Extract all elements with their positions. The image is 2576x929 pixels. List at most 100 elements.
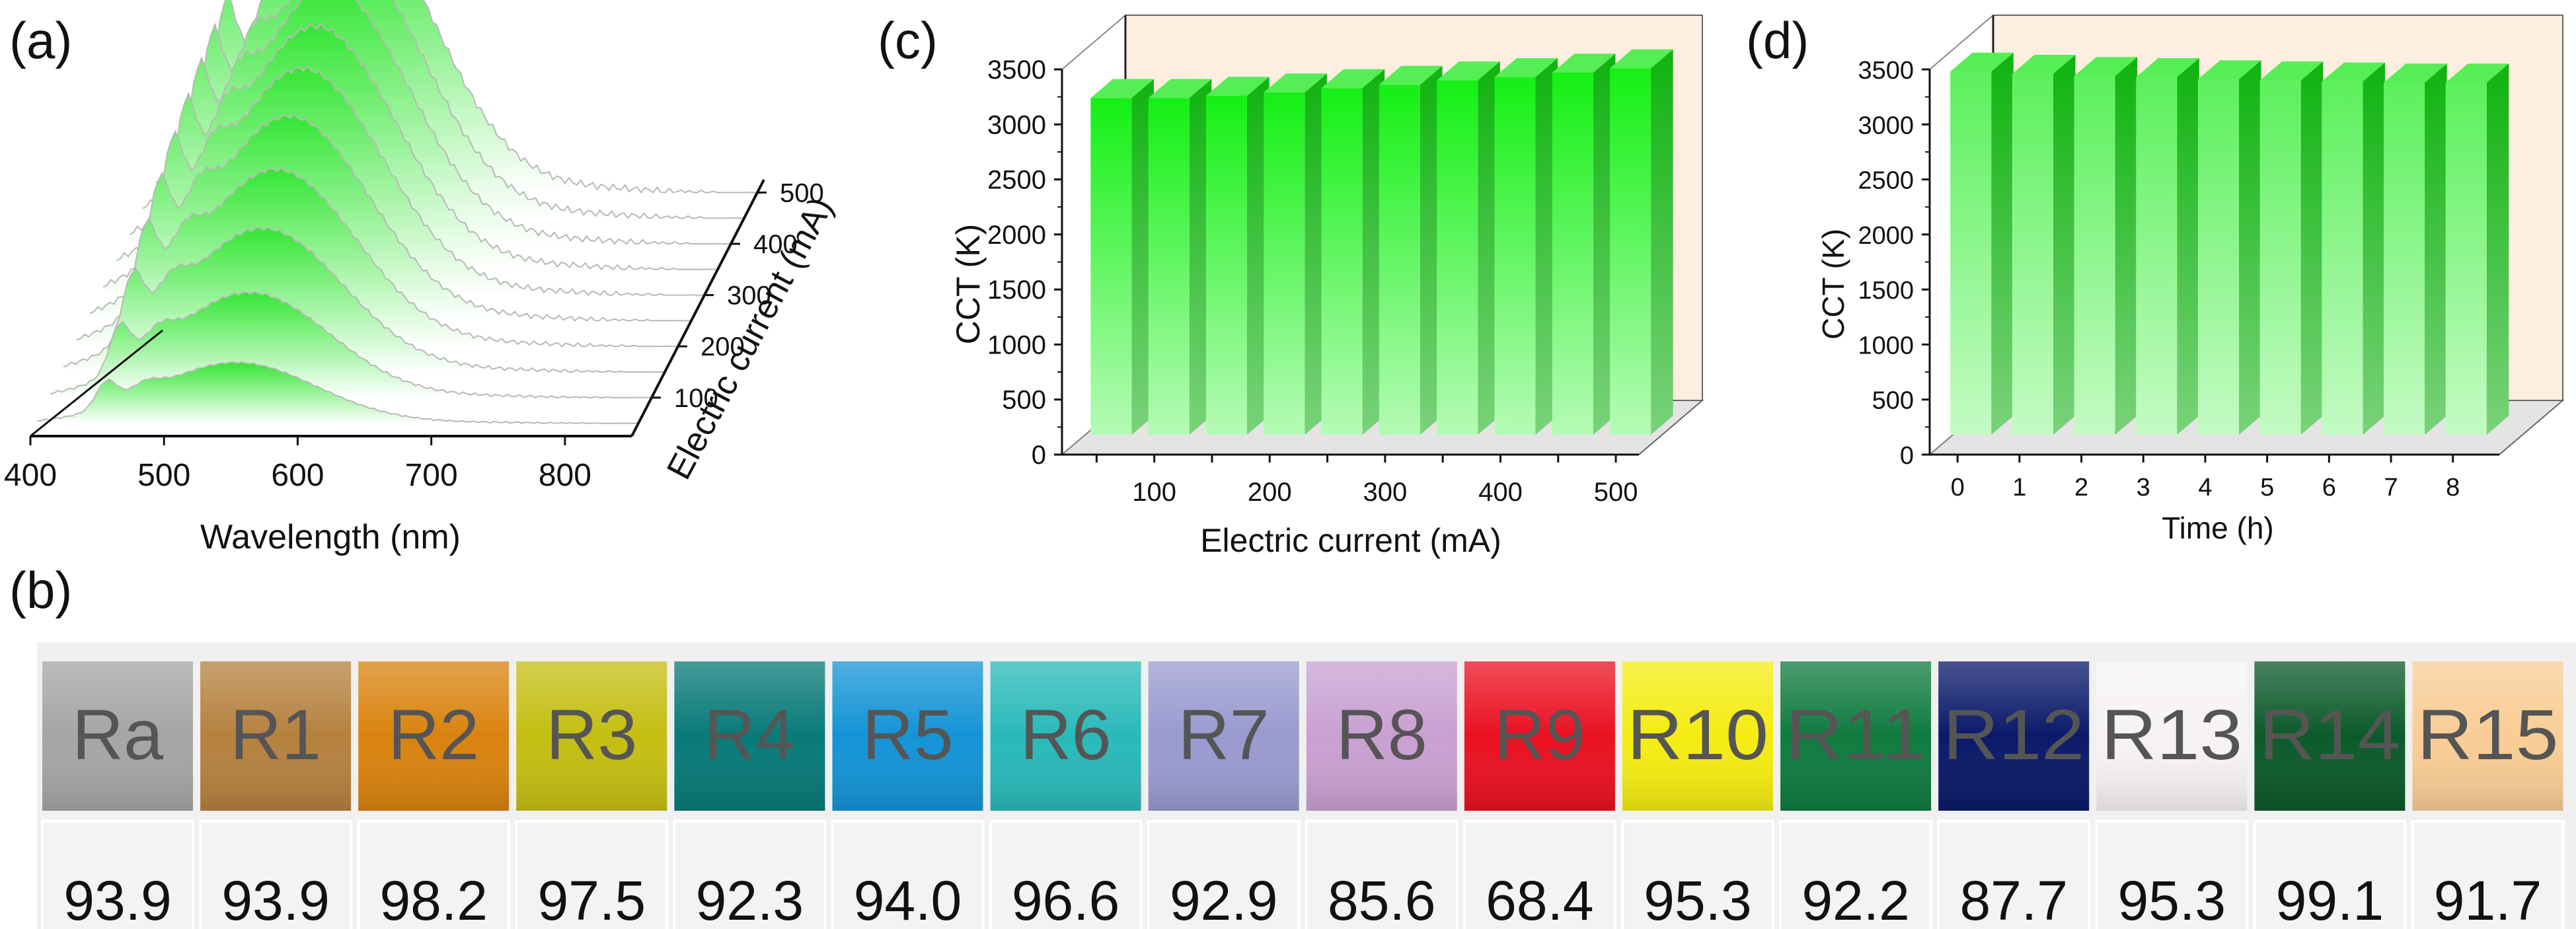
panel-d-y-axis-title: CCT (K) — [1816, 229, 1850, 340]
cri-label: R1 — [230, 694, 321, 774]
spectrum-line — [76, 167, 678, 348]
cri-value-box — [1305, 820, 1458, 929]
cri-swatch-gloss — [200, 661, 352, 811]
cri-value-box — [1779, 820, 1933, 929]
wavelength-tick-label: 500 — [137, 458, 190, 493]
cri-cell: R3 97.5 — [515, 661, 669, 929]
panel-c-bars — [1090, 49, 1673, 435]
cri-value-box — [1937, 820, 2091, 929]
cri-swatch-gloss — [2412, 661, 2563, 811]
cri-swatch-gloss — [358, 661, 510, 811]
cri-cell: Ra 93.9 — [41, 661, 194, 929]
x-tick-label: 7 — [2384, 474, 2398, 502]
current-tick-labels: 100 200 300 400 500 — [652, 178, 824, 413]
bar-front — [2259, 80, 2301, 435]
cri-value-box — [357, 820, 511, 929]
x-tick-label: 100 — [1132, 478, 1176, 507]
cri-value: 95.3 — [2118, 870, 2226, 929]
cri-label: R11 — [1785, 694, 1926, 774]
y-tick-label: 1500 — [1858, 277, 1914, 305]
panel-d-x-axis-title: Time (h) — [2162, 511, 2274, 545]
bar-front — [2197, 79, 2239, 435]
cri-swatch-gloss — [516, 661, 667, 811]
current-axis — [630, 179, 765, 437]
cri-value-box — [1462, 820, 1616, 929]
spectrum-line — [102, 65, 704, 297]
panel-d-ticks: 0 500 1000 1500 2000 2500 3000 3500 0 1 2 3 4 5 6 7 8 — [1858, 57, 2460, 502]
cri-value-box — [989, 820, 1143, 929]
bar-front — [1264, 92, 1305, 435]
base-edge-left — [30, 329, 163, 437]
cri-value-box — [41, 820, 194, 929]
cri-value: 98.2 — [379, 870, 488, 929]
cri-cell: R10 95.3 — [1621, 661, 1774, 929]
bar-side — [1593, 54, 1616, 435]
y-tick-label: 0 — [1032, 441, 1046, 470]
cri-value: 93.9 — [221, 870, 330, 929]
bar-front — [1321, 88, 1363, 435]
wavelength-tick-label: 400 — [4, 458, 57, 493]
bar-front — [1437, 80, 1478, 435]
spectrum-series — [36, 361, 638, 424]
bar-front — [2322, 81, 2363, 435]
x-tick-label: 5 — [2260, 474, 2274, 502]
cri-value-box — [673, 820, 827, 929]
cri-cell: R2 98.2 — [357, 661, 511, 929]
cri-label: R6 — [1020, 694, 1112, 774]
bar-side — [2115, 57, 2138, 435]
bar — [1610, 49, 1673, 435]
cri-value-box — [1147, 820, 1301, 929]
bar-front — [2136, 77, 2178, 435]
bar-front — [1090, 98, 1132, 435]
cri-value: 92.3 — [696, 870, 804, 929]
bar-front — [1610, 68, 1651, 435]
bar-front — [1552, 72, 1593, 435]
spectrum-line — [50, 291, 652, 398]
x-tick-label: 1 — [2012, 474, 2026, 502]
spectra-series-group — [36, 0, 757, 424]
bar — [1379, 65, 1443, 435]
bar-top — [1321, 69, 1385, 89]
x-tick-label: 0 — [1951, 474, 1965, 502]
wavelength-tick-label: 800 — [539, 458, 591, 493]
bar — [1205, 77, 1269, 435]
cri-swatch-gloss — [1464, 661, 1615, 811]
y-tick-label: 3500 — [987, 56, 1046, 85]
cri-swatch-gloss — [1938, 661, 2090, 811]
panel-c-x-axis-title: Electric current (mA) — [1200, 522, 1501, 559]
cri-swatch-gloss — [1780, 661, 1932, 811]
bar — [1321, 69, 1385, 435]
cri-label: R2 — [388, 694, 479, 774]
y-tick-label: 500 — [1002, 386, 1046, 415]
bar-top — [2074, 57, 2138, 76]
bar-side — [2053, 54, 2076, 435]
bar-front — [1148, 98, 1190, 435]
y-tick-label: 2000 — [987, 221, 1046, 250]
bar-top — [2136, 57, 2199, 77]
bar-front — [2012, 73, 2053, 435]
spectrum-fill — [37, 361, 638, 424]
bar-top — [1090, 79, 1154, 98]
current-tick-label: 500 — [780, 178, 824, 207]
y-tick-label: 3000 — [987, 110, 1046, 139]
cri-label: R5 — [862, 694, 953, 774]
bar-top — [2384, 63, 2447, 83]
cri-label: R9 — [1494, 694, 1585, 774]
current-tick-label: 200 — [701, 332, 745, 361]
bar-side — [1478, 61, 1500, 435]
cri-cell: R8 85.6 — [1305, 661, 1458, 929]
bar-side — [2177, 57, 2199, 435]
cri-swatch-gloss — [2096, 661, 2248, 811]
cri-value-box — [2253, 820, 2407, 929]
current-tick-label: 100 — [674, 384, 718, 413]
cri-cell: R13 95.3 — [2095, 661, 2249, 929]
spectrum-line — [36, 361, 638, 424]
panel-c-y-axis-title: CCT (K) — [950, 224, 987, 344]
bar — [2074, 57, 2138, 435]
bar-top — [1148, 79, 1212, 98]
bar-side — [1246, 77, 1269, 435]
spectrum-line — [155, 0, 757, 194]
cri-label: R8 — [1336, 694, 1427, 774]
bar — [1090, 79, 1154, 435]
